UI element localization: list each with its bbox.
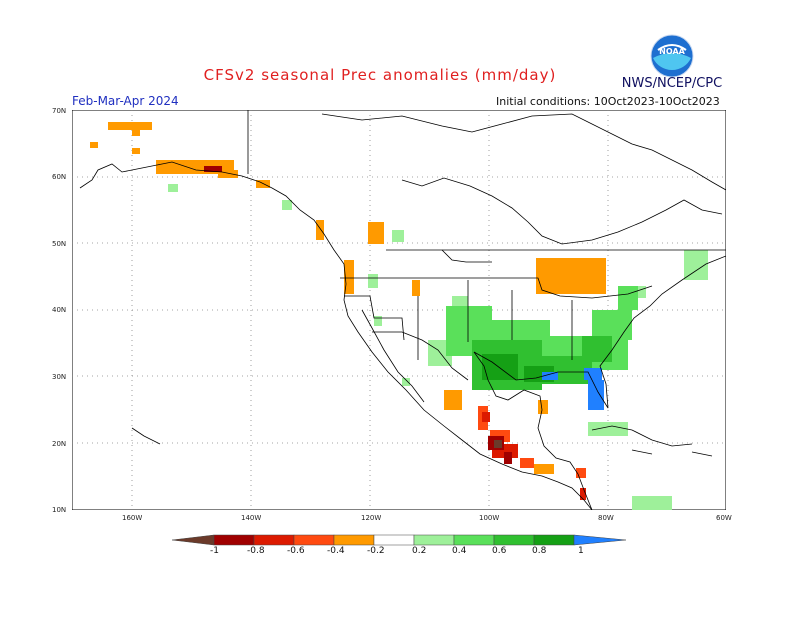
colorbar-cell <box>253 534 295 546</box>
colorbar-label: 0.8 <box>532 546 547 556</box>
initial-conditions: Initial conditions: 10Oct2023-10Oct2023 <box>496 95 720 108</box>
colorbar-cell <box>293 534 335 546</box>
lon-label: 160W <box>122 514 143 522</box>
colorbar-label: 1 <box>578 546 584 556</box>
wet-vstrong-cells <box>482 354 554 382</box>
lon-label: 140W <box>241 514 262 522</box>
lon-label: 80W <box>598 514 614 522</box>
noaa-logo: NOAA <box>650 34 694 78</box>
dry-max-cells <box>494 440 502 448</box>
wet-max-cells <box>542 368 604 410</box>
lat-label: 60N <box>52 173 67 181</box>
wet-anomalies <box>168 184 708 510</box>
colorbar-cell <box>213 534 255 546</box>
lat-label: 50N <box>52 240 67 248</box>
colorbar-label: -0.6 <box>287 546 305 556</box>
colorbar-cell-gt-1 <box>573 534 627 546</box>
colorbar-cell <box>533 534 575 546</box>
coastlines <box>79 110 726 510</box>
colorbar-cell <box>453 534 495 546</box>
colorbar-cell <box>373 534 415 546</box>
colorbar-label: 0.4 <box>452 546 467 556</box>
colorbar-cell <box>413 534 455 546</box>
svg-text:NOAA: NOAA <box>659 47 685 56</box>
colorbar-label: -1 <box>210 546 219 556</box>
colorbar-cell <box>333 534 375 546</box>
colorbar-label: 0.6 <box>492 546 507 556</box>
map-title: CFSv2 seasonal Prec anomalies (mm/day) <box>203 66 557 84</box>
lat-label: 70N <box>52 107 67 115</box>
lon-label: 60W <box>716 514 732 522</box>
colorbar-cell <box>493 534 535 546</box>
lat-label: 30N <box>52 373 67 381</box>
anomaly-map <box>72 110 726 510</box>
lat-label: 20N <box>52 440 67 448</box>
forecast-period: Feb-Mar-Apr 2024 <box>72 94 179 108</box>
colorbar-label: -0.4 <box>327 546 345 556</box>
lat-label: 10N <box>52 506 67 514</box>
organization-label: NWS/NCEP/CPC <box>621 76 723 91</box>
colorbar-label: -0.2 <box>367 546 385 556</box>
lon-label: 100W <box>479 514 500 522</box>
colorbar-label: -0.8 <box>247 546 265 556</box>
lat-label: 40N <box>52 306 67 314</box>
colorbar-label: 0.2 <box>412 546 427 556</box>
colorbar <box>172 534 627 546</box>
lon-label: 120W <box>361 514 382 522</box>
colorbar-cell-lt-1 <box>172 534 215 546</box>
